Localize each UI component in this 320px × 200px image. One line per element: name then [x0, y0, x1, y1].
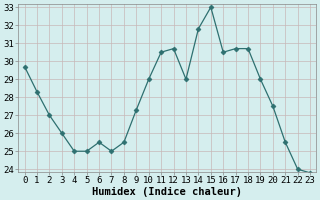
X-axis label: Humidex (Indice chaleur): Humidex (Indice chaleur) [92, 186, 242, 197]
